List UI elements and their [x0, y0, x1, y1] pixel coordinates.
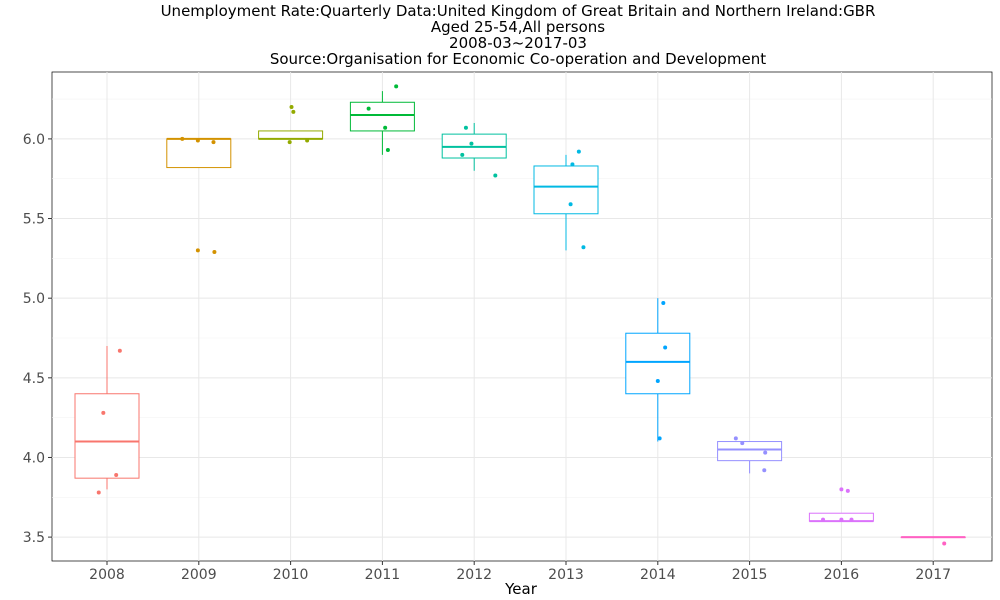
box-2015: [717, 441, 783, 474]
data-point-2016: [821, 517, 826, 522]
point-series: [96, 84, 947, 546]
data-point-2014: [655, 379, 660, 384]
data-point-2010: [305, 138, 310, 143]
x-tick-label: 2008: [89, 567, 125, 583]
data-point-2015: [762, 468, 767, 473]
box-2008: [74, 345, 140, 490]
data-point-2013: [570, 162, 575, 167]
x-tick-label: 2011: [365, 567, 401, 583]
data-point-2008: [96, 490, 101, 495]
data-point-2012: [463, 125, 468, 130]
data-point-2008: [117, 348, 122, 353]
box-iqr: [717, 441, 783, 462]
box-2017: [900, 536, 966, 539]
x-tick-label: 2009: [181, 567, 217, 583]
data-point-2015: [733, 436, 738, 441]
title-line-1: Unemployment Rate:Quarterly Data:United …: [160, 2, 876, 20]
data-point-2014: [657, 436, 662, 441]
data-point-2009: [195, 138, 200, 143]
title-line-4: Source:Organisation for Economic Co-oper…: [269, 50, 767, 68]
data-point-2010: [287, 140, 292, 145]
data-point-2010: [291, 109, 296, 114]
data-point-2008: [101, 410, 106, 415]
data-point-2012: [493, 173, 498, 178]
x-tick-label: 2012: [456, 567, 492, 583]
box-2014: [625, 298, 691, 442]
box-iqr: [349, 101, 415, 132]
data-point-2012: [469, 141, 474, 146]
y-tick-label: 4.5: [23, 371, 45, 387]
chart-title: Unemployment Rate:Quarterly Data:United …: [0, 3, 1000, 67]
x-tick-label: 2013: [548, 567, 584, 583]
data-point-2015: [740, 441, 745, 446]
data-point-2008: [114, 472, 119, 477]
data-point-2011: [385, 148, 390, 153]
data-point-2009: [180, 136, 185, 141]
data-point-2010: [289, 105, 294, 110]
x-axis-title: Year: [504, 580, 538, 598]
data-point-2011: [394, 84, 399, 89]
data-point-2011: [383, 125, 388, 130]
box-iqr: [166, 138, 232, 169]
x-tick-label: 2014: [640, 567, 676, 583]
title-line-2: Aged 25-54,All persons: [430, 18, 606, 36]
x-axis: 2008 2009 2010 2011 2012 2013 2014 2015 2016 2017: [89, 561, 951, 583]
box-2009: [166, 137, 232, 169]
box-iqr: [258, 130, 324, 140]
x-tick-label: 2010: [273, 567, 309, 583]
data-point-2016: [839, 487, 844, 492]
x-tick-label: 2016: [824, 567, 860, 583]
data-point-2013: [568, 202, 573, 207]
title-line-3: 2008-03~2017-03: [449, 34, 587, 52]
data-point-2016: [849, 517, 854, 522]
data-point-2014: [663, 345, 668, 350]
data-point-2012: [460, 152, 465, 157]
y-axis: 3.5 4.0 4.5 5.0 5.5 6.0: [23, 132, 52, 546]
box-2012: [441, 122, 507, 171]
grid-lines: [52, 72, 992, 561]
x-tick-label: 2015: [732, 567, 768, 583]
data-point-2015: [763, 450, 768, 455]
box-iqr: [533, 165, 599, 215]
y-tick-label: 4.0: [23, 450, 45, 466]
box-2010: [258, 130, 324, 140]
data-point-2016: [839, 517, 844, 522]
data-point-2009: [211, 140, 216, 145]
y-tick-label: 5.0: [23, 291, 45, 307]
data-point-2014: [661, 300, 666, 305]
y-tick-label: 3.5: [23, 530, 45, 546]
data-point-2009: [212, 249, 217, 254]
data-point-2016: [845, 488, 850, 493]
y-tick-label: 5.5: [23, 212, 45, 228]
y-tick-label: 6.0: [23, 132, 45, 148]
data-point-2013: [576, 149, 581, 154]
data-point-2011: [366, 106, 371, 111]
x-tick-label: 2017: [915, 567, 951, 583]
box-2013: [533, 154, 599, 251]
box-iqr: [625, 332, 691, 395]
box-2011: [349, 91, 415, 155]
data-point-2017: [942, 541, 947, 546]
data-point-2009: [195, 248, 200, 253]
data-point-2013: [581, 245, 586, 250]
box-iqr: [74, 393, 140, 479]
